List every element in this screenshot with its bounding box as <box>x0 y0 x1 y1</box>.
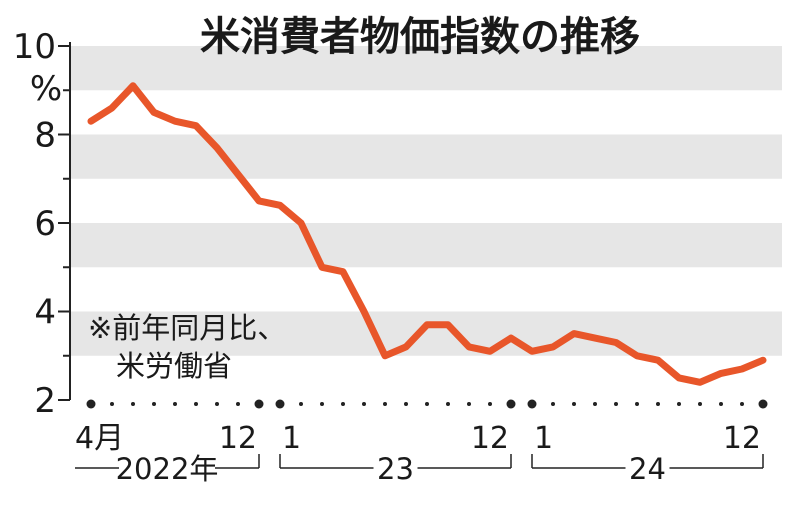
note-line-1: ※前年同月比、 <box>88 311 286 345</box>
x-month-dot <box>698 402 702 406</box>
x-month-dot <box>656 402 660 406</box>
year-bracket: 23 <box>279 452 512 486</box>
x-tick-label: 12 <box>219 421 257 456</box>
x-month-dot <box>740 402 744 406</box>
x-month-dot <box>488 402 492 406</box>
year-label: 24 <box>629 452 666 486</box>
x-month-dot <box>194 402 198 406</box>
year-bracket: 24 <box>531 452 764 486</box>
x-month-dot <box>215 402 219 406</box>
y-tick-label-6: 6 <box>34 204 56 244</box>
x-month-dot <box>572 402 576 406</box>
x-month-dot <box>527 399 537 409</box>
x-month-dot <box>467 402 471 406</box>
x-tick-label: 1 <box>282 421 301 456</box>
y-axis: 2 4 6 8 10 <box>13 27 71 421</box>
x-month-dot <box>758 399 768 409</box>
y-tick-label-4: 4 <box>34 293 56 333</box>
x-month-dot <box>383 402 387 406</box>
x-month-dot <box>425 402 429 406</box>
x-month-dot <box>677 402 681 406</box>
band-5 <box>70 223 782 268</box>
x-month-dot <box>635 402 639 406</box>
x-month-dot <box>131 402 135 406</box>
x-month-dot <box>299 402 303 406</box>
x-month-dot <box>110 402 114 406</box>
y-tick-label-10: 10 <box>13 27 56 67</box>
x-month-dot <box>551 402 555 406</box>
x-month-dot <box>593 402 597 406</box>
chart-title: 米消費者物価指数の推移 <box>200 14 640 60</box>
x-tick-label: 12 <box>471 421 509 456</box>
background-bands <box>70 46 782 356</box>
note-line-2: 米労働省 <box>116 349 232 383</box>
x-month-dot <box>614 402 618 406</box>
x-tick-label: 1 <box>534 421 553 456</box>
band-7 <box>70 134 782 179</box>
x-month-dot <box>341 402 345 406</box>
band-3 <box>70 311 782 356</box>
year-bracket: 2022年 <box>75 452 260 486</box>
x-month-dot <box>86 399 96 409</box>
x-month-dot <box>254 399 264 409</box>
x-month-dot <box>320 402 324 406</box>
y-tick-label-8: 8 <box>34 116 56 156</box>
x-tick-label: 4月 <box>75 421 124 456</box>
x-month-dot <box>404 402 408 406</box>
x-month-dot <box>173 402 177 406</box>
x-tick-label: 12 <box>723 421 761 456</box>
x-month-dot <box>506 399 516 409</box>
band-9 <box>70 46 782 91</box>
x-month-dot <box>719 402 723 406</box>
x-month-dot <box>446 402 450 406</box>
x-month-dot <box>152 402 156 406</box>
x-month-dot <box>362 402 366 406</box>
x-month-dot <box>236 402 240 406</box>
x-month-dot <box>275 399 285 409</box>
y-unit-label: % <box>30 69 62 109</box>
y-tick-label-2: 2 <box>34 381 56 421</box>
year-label: 23 <box>377 452 414 486</box>
series-layer <box>87 82 767 386</box>
label-layer: 米消費者物価指数の推移 % ※前年同月比、 米労働省 <box>30 14 640 383</box>
year-label: 2022年 <box>116 452 219 486</box>
